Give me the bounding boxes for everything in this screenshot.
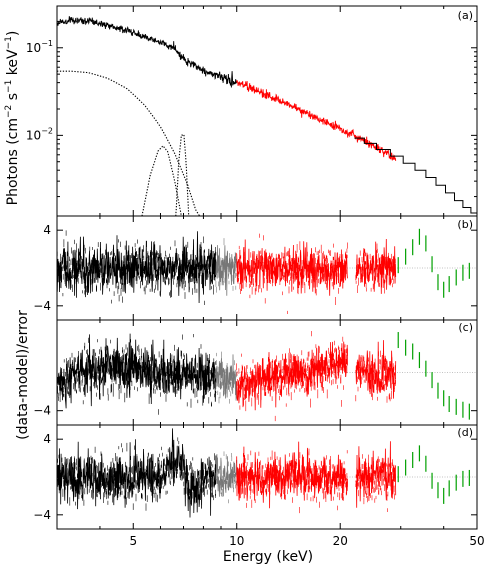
residual-error-bars [355, 243, 396, 294]
residual-error-bars [215, 451, 237, 504]
x-tick-label: 5 [129, 534, 137, 548]
panel-label-b: (b) [457, 218, 473, 231]
model-component-narrow-line [175, 134, 190, 217]
panel-label-c: (c) [458, 321, 473, 334]
residual-trace [56, 231, 217, 304]
residual-error-bars [355, 350, 396, 403]
x-tick-label: 20 [333, 534, 348, 548]
residual-error-bars [215, 238, 237, 293]
panel-label-a: (a) [458, 9, 473, 22]
x-tick-label: 10 [229, 534, 244, 548]
nustar-spectrum-series [236, 80, 397, 161]
spectrum-y-axis-label: Photons (cm−2 s−1 keV−1) [4, 31, 21, 206]
residual-error-bars [236, 331, 348, 422]
residual-error-bars [355, 454, 396, 512]
residual-error-bars [215, 351, 237, 404]
residual-trace [355, 238, 397, 294]
xmm-spectrum-series [56, 16, 238, 88]
residual-error-bars [56, 230, 217, 305]
residual-trace [355, 340, 397, 399]
residual-error-bars [236, 233, 348, 314]
model-component-continuum [57, 70, 201, 217]
y-tick-label: 4 [43, 223, 51, 237]
residual-trace [236, 341, 348, 411]
x-tick-label: 50 [469, 534, 484, 548]
y-tick-label: −4 [33, 508, 51, 522]
residual-error-bars [236, 448, 348, 514]
residual-y-axis-label: (data-model)/error [15, 310, 31, 440]
panel-frame-a [56, 5, 478, 217]
y-tick-label: 10−2 [26, 126, 53, 142]
model-component-broad-line [141, 145, 182, 217]
x-axis-label: Energy (keV) [223, 549, 313, 565]
spectrum-step-series [354, 137, 477, 214]
residual-trace [56, 333, 217, 409]
residual-error-bars [56, 437, 217, 511]
y-tick-label: 4 [43, 432, 51, 446]
y-tick-label: 10−1 [26, 39, 53, 55]
y-tick-label: −4 [33, 299, 51, 313]
data-layer [56, 16, 477, 518]
residual-trace [56, 428, 217, 518]
y-tick-label: −4 [33, 404, 51, 418]
residual-error-bars [56, 334, 217, 415]
panel-label-d: (d) [457, 426, 473, 439]
tick-layer: 5 10 20 50 10−1 10−2 4 −4 −4 4 −4 [26, 5, 485, 548]
